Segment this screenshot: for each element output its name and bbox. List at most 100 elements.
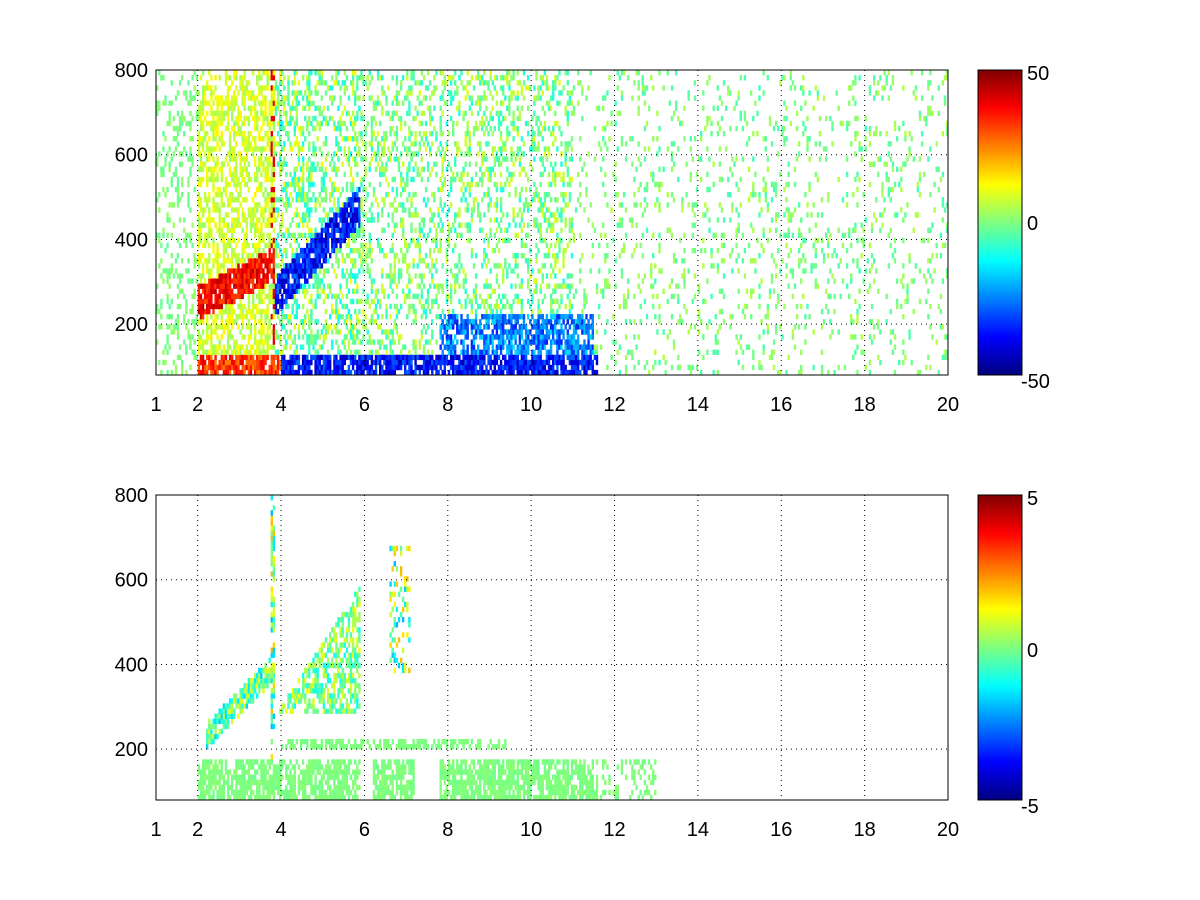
heatmap-cell (331, 247, 334, 254)
heatmap-cell (372, 192, 376, 198)
heatmap-cell (199, 75, 203, 81)
heatmap-cell (314, 232, 317, 239)
heatmap-cell (224, 80, 228, 86)
heatmap-cell (347, 253, 351, 259)
heatmap-cell (362, 369, 365, 375)
heatmap-cell (366, 354, 369, 361)
heatmap-cell (243, 161, 246, 167)
heatmap-cell (247, 293, 251, 300)
heatmap-cell (172, 324, 176, 330)
heatmap-cell (316, 232, 319, 239)
heatmap-cell (362, 242, 365, 249)
heatmap-cell (285, 227, 288, 233)
heatmap-cell (268, 146, 271, 152)
heatmap-cell (226, 319, 230, 325)
heatmap-cell (193, 288, 196, 294)
heatmap-cell (383, 151, 386, 157)
heatmap-cell (314, 354, 317, 361)
heatmap-cell (268, 176, 271, 183)
heatmap-cell (543, 339, 547, 345)
heatmap-cell (356, 207, 359, 213)
heatmap-cell (287, 288, 290, 294)
heatmap-cell (237, 105, 240, 111)
heatmap-cell (266, 329, 269, 335)
heatmap-cell (362, 247, 365, 254)
heatmap-cell (424, 237, 428, 244)
heatmap-cell (495, 202, 499, 208)
heatmap-cell (418, 344, 421, 350)
heatmap-cell (160, 298, 163, 305)
heatmap-cell (293, 232, 296, 239)
heatmap-cell (477, 359, 480, 366)
heatmap-cell (208, 268, 211, 274)
heatmap-cell (395, 75, 399, 81)
heatmap-cell (431, 192, 434, 198)
heatmap-cell (518, 161, 522, 167)
heatmap-cell (270, 283, 273, 289)
heatmap-cell (268, 319, 271, 325)
heatmap-cell (162, 227, 165, 233)
heatmap-cell (441, 207, 444, 213)
heatmap-cell (389, 151, 392, 157)
heatmap-cell (206, 141, 209, 147)
heatmap-cell (297, 324, 301, 330)
heatmap-cell (222, 222, 226, 228)
heatmap-cell (516, 263, 519, 269)
heatmap-cell (495, 90, 499, 96)
heatmap-cell (395, 192, 399, 198)
heatmap-cell (468, 95, 471, 101)
heatmap-cell (339, 242, 342, 249)
heatmap-cell (208, 293, 211, 300)
heatmap-cell (293, 120, 296, 127)
heatmap-cell (231, 80, 234, 86)
heatmap-cell (443, 369, 446, 375)
heatmap-cell (537, 334, 540, 340)
heatmap-cell (391, 115, 394, 122)
heatmap-cell (493, 217, 496, 223)
heatmap-cell (401, 232, 405, 239)
heatmap-cell (414, 369, 417, 375)
heatmap-cell (247, 298, 251, 305)
heatmap-cell (539, 288, 542, 294)
heatmap-cell (276, 253, 280, 259)
heatmap-cell (254, 329, 257, 335)
heatmap-cell (454, 314, 457, 320)
heatmap-cell (456, 85, 459, 91)
heatmap-cell (320, 151, 324, 157)
heatmap-cell (220, 197, 223, 203)
heatmap-cell (210, 146, 213, 152)
heatmap-cell (545, 146, 549, 152)
heatmap-cell (464, 161, 467, 167)
heatmap-cell (189, 207, 192, 213)
heatmap-cell (320, 186, 324, 193)
heatmap-cell (335, 364, 338, 371)
heatmap-cell (279, 247, 282, 254)
heatmap-cell (270, 95, 273, 101)
heatmap-cell (293, 298, 296, 305)
heatmap-cell (289, 263, 292, 269)
heatmap-cell (212, 197, 215, 203)
heatmap-cell (299, 344, 303, 350)
heatmap-cell (295, 278, 298, 284)
heatmap-cell (272, 369, 276, 375)
heatmap-cell (249, 146, 253, 152)
heatmap-cell (231, 192, 234, 198)
heatmap-cell (306, 308, 309, 315)
heatmap-cell (199, 314, 203, 320)
heatmap-cell (404, 181, 407, 188)
heatmap-cell (333, 161, 336, 167)
heatmap-cell (445, 258, 449, 264)
heatmap-cell (389, 115, 392, 122)
heatmap-cell (345, 242, 349, 249)
heatmap-cell (304, 136, 307, 142)
heatmap-cell (389, 156, 392, 162)
heatmap-cell (506, 364, 509, 371)
heatmap-cell (410, 176, 413, 183)
heatmap-cell (335, 298, 338, 305)
heatmap-cell (504, 293, 507, 300)
heatmap-cell (268, 125, 271, 132)
heatmap-cell (279, 156, 282, 162)
heatmap-cell (201, 273, 205, 279)
heatmap-cell (541, 324, 544, 330)
heatmap-cell (304, 105, 307, 111)
